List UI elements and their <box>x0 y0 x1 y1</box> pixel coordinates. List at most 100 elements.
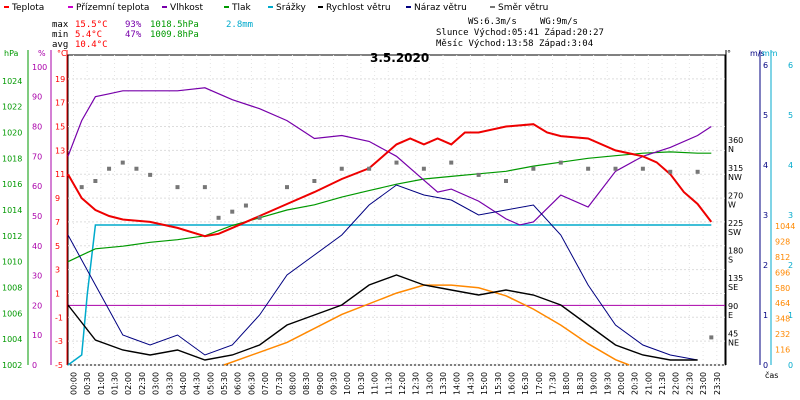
ms-tick-label: 6 <box>763 61 768 70</box>
x-tick-label: 11:30 <box>384 372 393 395</box>
ms-tick-label: 2 <box>763 261 768 270</box>
hpa-tick-label: 1006 <box>2 309 22 318</box>
wind-dir-point <box>175 185 180 190</box>
x-tick-label: 15:30 <box>494 372 503 395</box>
solar-tick-label: 928 <box>775 237 790 246</box>
x-tick-label: 01:30 <box>111 372 120 395</box>
temp-tick-label: 13 <box>55 146 65 155</box>
pct-tick-label: 80 <box>32 123 42 132</box>
wind-dir-point <box>257 215 262 220</box>
x-tick-label: 06:30 <box>247 372 256 395</box>
legend-label: Přízemní teplota <box>76 3 149 13</box>
info-sun: Slunce Východ:05:41 Západ:20:27 <box>436 28 604 38</box>
dir-tick-label: 315 <box>728 164 743 173</box>
wind-dir-point <box>613 166 618 171</box>
chart-axes: hPa% °C1002100410061008101010121014101610… <box>2 49 795 395</box>
chart-grid <box>67 54 726 366</box>
wind-dir-point <box>120 160 125 165</box>
mm-axis-label: mm <box>762 49 778 58</box>
wind-dir-point <box>367 166 372 171</box>
stats-panel: max 15.5°C 93% 1018.5hPa 2.8mm min 5.4°C… <box>52 20 253 50</box>
stat-max-label: max <box>52 20 69 30</box>
wind-dir-point <box>449 160 454 165</box>
wind-dir-point <box>148 172 153 177</box>
temp-tick-label: 9 <box>55 194 60 203</box>
wind-dir-point <box>285 185 289 190</box>
x-tick-label: 04:30 <box>193 372 202 395</box>
chart-series <box>67 87 714 366</box>
pct-tick-label: 90 <box>32 93 42 102</box>
x-tick-label: 07:30 <box>275 372 284 395</box>
legend-label: Tlak <box>231 3 252 13</box>
x-tick-label: 05:00 <box>206 372 215 395</box>
wind-dir-point <box>107 166 112 171</box>
x-tick-label: 07:00 <box>261 372 270 395</box>
wind-dir-point <box>79 185 84 190</box>
stat-max-press: 1018.5hPa <box>150 20 199 30</box>
solar-tick-label: 1044 <box>775 222 795 231</box>
solar-tick-label: 580 <box>775 284 790 293</box>
pct-tick-label: 20 <box>32 301 42 310</box>
x-tick-label: 18:00 <box>562 372 571 395</box>
hpa-tick-label: 1016 <box>2 180 22 189</box>
info-wg: WG:9m/s <box>540 17 578 27</box>
mm-tick-label: 0 <box>788 361 793 370</box>
dir-letter-label: NE <box>728 338 739 347</box>
stat-max-temp: 15.5°C <box>75 20 108 30</box>
hpa-axis-label: hPa <box>4 49 19 58</box>
hpa-tick-label: 1004 <box>2 335 22 344</box>
gust-line <box>67 184 698 361</box>
dir-letter-label: E <box>728 311 733 320</box>
x-tick-label: 03:00 <box>152 372 161 395</box>
x-axis-label: čas <box>765 370 778 380</box>
solar-tick-label: 696 <box>775 268 790 277</box>
wind-dir-point <box>709 335 714 340</box>
x-tick-label: 13:30 <box>439 372 448 395</box>
x-tick-label: 21:00 <box>644 372 653 395</box>
temp-tick-label: 11 <box>55 170 65 179</box>
pct-tick-label: 50 <box>32 212 42 221</box>
temp-tick-label: 7 <box>55 218 60 227</box>
mm-tick-label: 2 <box>788 261 793 270</box>
x-tick-label: 11:00 <box>371 372 380 395</box>
wind-dir-point <box>695 169 700 174</box>
chart-title: 3.5.2020 <box>370 51 429 65</box>
temp-tick-label: 17 <box>55 99 65 108</box>
temp-axis-label: °C <box>57 49 67 58</box>
hpa-tick-label: 1022 <box>2 103 22 112</box>
x-tick-label: 23:30 <box>713 372 722 395</box>
mm-tick-label: 4 <box>788 161 793 170</box>
hpa-tick-label: 1002 <box>2 361 22 370</box>
hpa-tick-label: 1024 <box>2 77 22 86</box>
wind-sun-info: WS:6.3m/s WG:9m/s Slunce Východ:05:41 Zá… <box>436 17 604 49</box>
x-tick-label: 22:30 <box>685 372 694 395</box>
dir-letter-label: SW <box>728 228 741 237</box>
x-tick-label: 09:30 <box>330 372 339 395</box>
wind-dir-point <box>531 166 536 171</box>
wind-dir-point <box>243 203 248 208</box>
dir-letter-label: NW <box>728 173 742 182</box>
temp-tick-label: -3 <box>55 337 63 346</box>
temperature-line <box>67 123 713 238</box>
x-tick-label: 17:00 <box>535 372 544 395</box>
wind-dir-point <box>134 166 139 171</box>
ms-tick-label: 4 <box>763 161 768 170</box>
x-tick-label: 01:00 <box>97 372 106 395</box>
x-tick-label: 02:30 <box>138 372 147 395</box>
stat-min-label: min <box>52 30 68 40</box>
ms-tick-label: 3 <box>763 211 768 220</box>
wind-dir-point <box>394 160 399 165</box>
hpa-tick-label: 1010 <box>2 258 22 267</box>
solar-tick-label: 812 <box>775 253 790 262</box>
dir-letter-label: N <box>728 145 734 154</box>
dir-tick-label: 180 <box>728 247 743 256</box>
x-tick-label: 12:30 <box>412 372 421 395</box>
ms-axis-label: m/s <box>750 49 765 58</box>
x-tick-label: 20:00 <box>617 372 626 395</box>
wind-dir-point <box>504 179 508 183</box>
legend-label: Teplota <box>11 3 44 13</box>
x-tick-label: 18:30 <box>576 372 585 395</box>
x-tick-label: 14:00 <box>453 372 462 395</box>
